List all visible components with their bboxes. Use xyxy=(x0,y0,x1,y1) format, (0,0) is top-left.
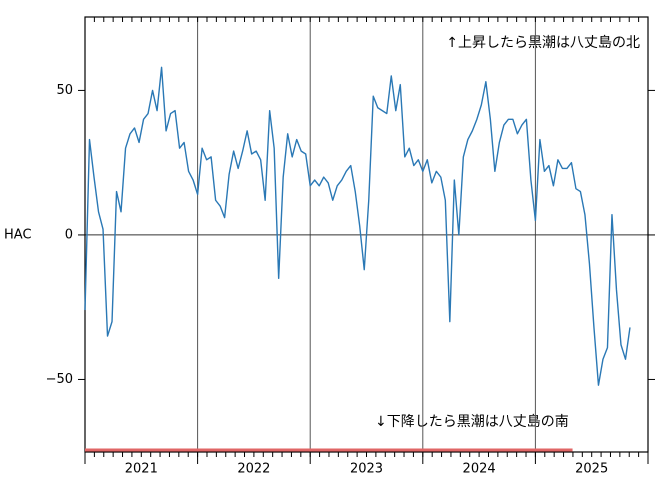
x-tick-label: 2021 xyxy=(125,462,158,477)
x-tick-label: 2023 xyxy=(350,462,383,477)
annotation: ↑上昇したら黒潮は八丈島の北 xyxy=(446,35,640,51)
x-tick-label: 2022 xyxy=(237,462,270,477)
y-tick-label: −50 xyxy=(46,372,73,387)
y-tick-label: 0 xyxy=(65,227,73,242)
y-axis-label: HAC xyxy=(4,228,32,243)
annotation: ↓下降したら黒潮は八丈島の南 xyxy=(375,414,569,430)
plot-frame xyxy=(84,16,649,453)
x-tick-label: 2025 xyxy=(575,462,608,477)
y-tick-label: 50 xyxy=(56,83,73,98)
data-line xyxy=(84,66,631,386)
x-tick-label: 2024 xyxy=(463,462,496,477)
